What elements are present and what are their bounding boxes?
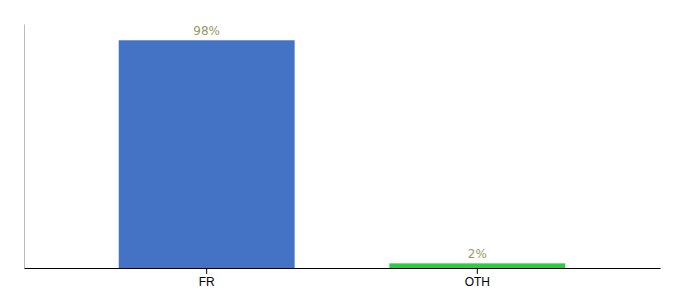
y-axis-line: [24, 25, 25, 269]
x-tick-mark: [477, 268, 478, 274]
x-tick-mark: [206, 268, 207, 274]
x-tick-label: OTH: [465, 275, 490, 289]
bar: [389, 263, 565, 268]
x-tick: OTH: [465, 268, 490, 289]
x-axis: FR OTH: [25, 268, 661, 289]
y-axis: [24, 25, 25, 269]
plot: FR OTH 98% 2%: [25, 24, 661, 288]
x-axis-line: [25, 268, 661, 269]
data-labels: 98% 2%: [193, 24, 486, 261]
bar: [119, 40, 295, 268]
x-tick: FR: [199, 268, 215, 289]
bars: [119, 40, 566, 268]
x-tick-label: FR: [199, 275, 215, 289]
chart: FR OTH 98% 2%: [0, 0, 680, 300]
data-label: 2%: [468, 247, 487, 261]
data-label: 98%: [193, 24, 220, 38]
